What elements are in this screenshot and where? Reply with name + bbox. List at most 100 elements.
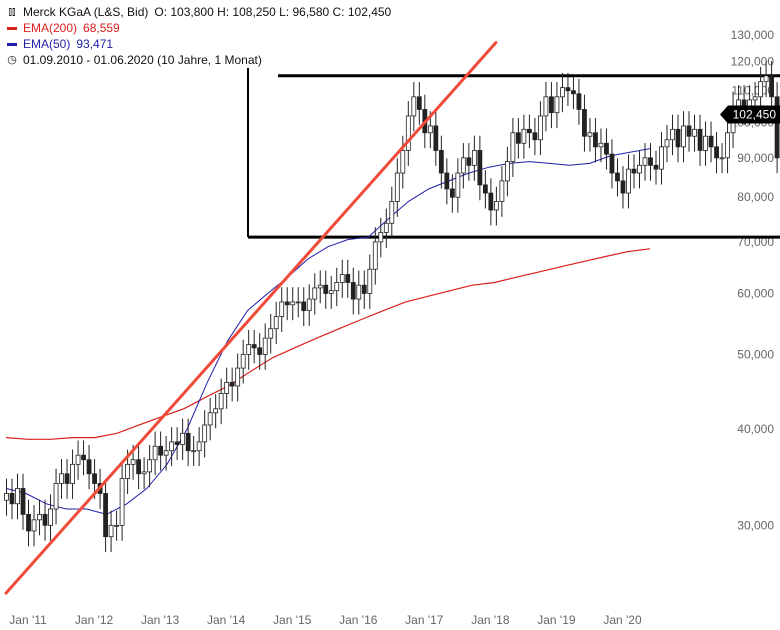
- candle-body: [587, 132, 593, 137]
- candle-body: [26, 513, 31, 532]
- candle-body: [59, 473, 64, 484]
- candle-body: [515, 132, 521, 144]
- trendline: [4, 41, 498, 595]
- candle-body: [521, 128, 527, 144]
- candle-body: [400, 150, 406, 174]
- candle-body: [681, 125, 686, 148]
- candle-body: [604, 142, 609, 155]
- candle-body: [493, 201, 499, 211]
- candle-body: [438, 150, 444, 174]
- candle-body: [207, 412, 213, 426]
- y-tick-label: 60,000: [737, 286, 774, 300]
- x-tick-label: Jan '12: [75, 613, 114, 627]
- candle-body: [538, 115, 543, 141]
- candle-body: [620, 180, 626, 194]
- candle-body: [152, 445, 158, 461]
- candle-body: [339, 274, 345, 283]
- candle-body: [92, 473, 97, 484]
- legend-ema200-row[interactable]: EMA(200) 68,559: [6, 20, 391, 36]
- candle-body: [169, 441, 175, 452]
- candle-body: [725, 132, 730, 159]
- candle-body: [114, 524, 119, 527]
- candle-body: [108, 524, 114, 538]
- candle-body: [763, 75, 769, 83]
- candle-body: [714, 146, 719, 159]
- candle-body: [290, 301, 296, 306]
- candle-body: [372, 241, 378, 270]
- candle-body: [593, 132, 598, 148]
- candle-body: [229, 381, 235, 387]
- y-tick-label: 110,000: [732, 84, 775, 98]
- legend-title: Merck KGaA (L&S, Bid): [23, 5, 149, 19]
- candle-body: [202, 424, 208, 443]
- x-tick-label: Jan '20: [603, 613, 642, 627]
- x-tick-label: Jan '17: [405, 613, 444, 627]
- candle-body: [499, 180, 505, 202]
- ema200-swatch: [7, 26, 17, 30]
- candle-body: [70, 463, 75, 484]
- candle-body: [416, 96, 422, 110]
- candle-body: [686, 125, 692, 137]
- candle-body: [653, 164, 659, 170]
- candle-body: [185, 432, 191, 452]
- x-tick-label: Jan '19: [537, 613, 576, 627]
- candle-body: [81, 454, 86, 461]
- candle-body: [273, 316, 279, 330]
- x-tick-label: Jan '14: [207, 613, 246, 627]
- candle-body: [560, 87, 565, 98]
- candle-body: [213, 408, 219, 414]
- candle-body: [103, 493, 108, 538]
- candle-body: [703, 135, 708, 151]
- candle-body: [637, 164, 642, 174]
- candle-body: [708, 135, 714, 148]
- candle-body: [543, 96, 549, 117]
- candle-body: [53, 483, 59, 510]
- candle-body: [147, 459, 153, 473]
- legend-ema50-value: 93,471: [76, 37, 114, 51]
- candle-body: [20, 488, 26, 515]
- candle-body: [350, 282, 356, 300]
- candle-body: [598, 142, 604, 148]
- candle-body: [136, 459, 142, 475]
- candlestick-icon: ⫾⫾: [8, 6, 16, 18]
- candle-body: [119, 478, 125, 526]
- candle-body: [334, 282, 340, 292]
- candle-body: [196, 441, 202, 452]
- x-tick-label: Jan '15: [273, 613, 312, 627]
- y-tick-label: 30,000: [737, 518, 774, 532]
- candle-body: [466, 157, 472, 166]
- candle-body: [180, 432, 186, 445]
- candle-body: [394, 172, 400, 202]
- candle-body: [427, 125, 433, 134]
- legend-ohlc: O: 103,800 H: 108,250 L: 96,580 C: 102,4…: [154, 5, 392, 19]
- y-tick-label: 40,000: [737, 422, 774, 436]
- y-tick-label: 50,000: [737, 347, 774, 361]
- candle-body: [411, 96, 417, 117]
- chart-legend: ⫾⫾ Merck KGaA (L&S, Bid) O: 103,800 H: 1…: [6, 4, 391, 68]
- candle-body: [9, 493, 15, 505]
- candle-body: [224, 381, 230, 394]
- candle-body: [659, 146, 664, 170]
- candle-body: [367, 268, 373, 294]
- candle-body: [389, 201, 395, 224]
- candle-body: [246, 344, 252, 355]
- candle-body: [356, 284, 362, 300]
- candle-body: [571, 90, 576, 95]
- candle-body: [488, 192, 494, 211]
- candle-body: [64, 473, 70, 484]
- candle-body: [218, 393, 224, 410]
- candle-body: [433, 125, 439, 151]
- candle-body: [697, 128, 703, 151]
- legend-ema50-row[interactable]: EMA(50) 93,471: [6, 36, 391, 52]
- candle-body: [37, 513, 42, 521]
- candle-body: [262, 337, 268, 355]
- last-price-tag: [720, 105, 780, 124]
- candle-body: [15, 488, 20, 505]
- candle-body: [378, 232, 384, 243]
- clock-icon: ◷: [7, 54, 17, 66]
- candle-body: [361, 284, 367, 294]
- candle-body: [268, 328, 274, 339]
- candle-body: [510, 132, 516, 162]
